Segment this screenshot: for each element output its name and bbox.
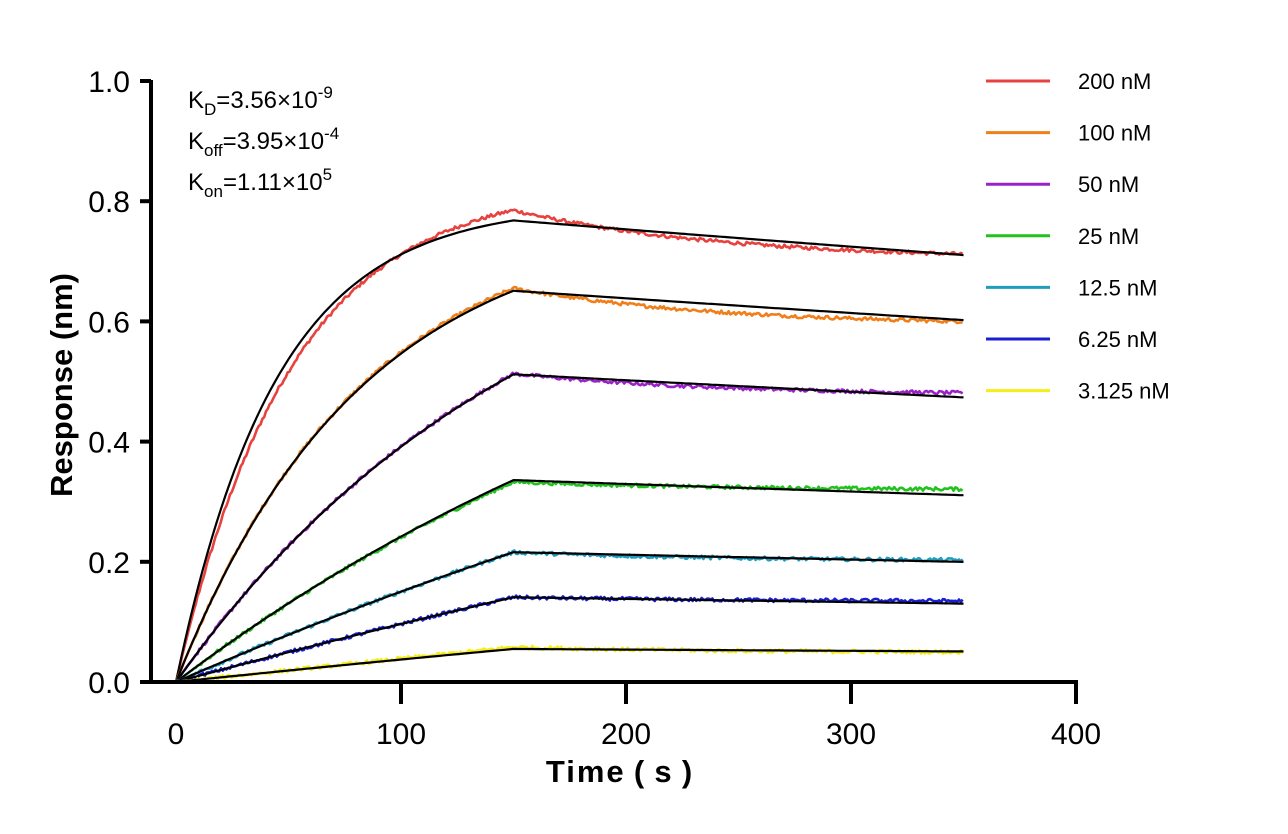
kinetics-constants: KD=3.56×10-9 Koff=3.95×10-4 Kon=1.11×105 (188, 83, 339, 201)
y-tick-label: 0.2 (88, 547, 130, 580)
x-tick-label: 300 (826, 718, 876, 751)
y-ticks: 0.0 0.2 0.4 0.6 0.8 1.0 (88, 66, 151, 700)
plot-area (176, 210, 964, 682)
x-tick-label: 0 (168, 718, 185, 751)
legend-label: 100 nM (1078, 121, 1151, 146)
legend-label: 6.25 nM (1078, 327, 1158, 352)
legend-label: 3.125 nM (1078, 379, 1170, 404)
x-axis-title: Time ( s ) (546, 754, 694, 789)
legend-label: 50 nM (1078, 172, 1139, 197)
y-tick-label: 0.0 (88, 667, 130, 700)
y-tick-label: 1.0 (88, 66, 130, 99)
fit-line-50-nM (176, 374, 964, 682)
series-trace-12-5-nM (176, 551, 963, 683)
y-tick-label: 0.8 (88, 186, 130, 219)
series-trace-6-25-nM (176, 596, 963, 682)
legend: 200 nM 100 nM 50 nM 25 nM 12.5 nM 6.25 nM 3.12… (986, 69, 1170, 404)
fit-line-3-125-nM (176, 649, 964, 682)
y-axis-title: Response (nm) (44, 273, 79, 497)
kon-text: Kon=1.11×105 (188, 165, 332, 201)
fit-line-200-nM (176, 220, 964, 682)
x-ticks: 0 100 200 300 400 (168, 682, 1101, 751)
series-trace-50-nM (176, 373, 963, 682)
legend-label: 200 nM (1078, 69, 1151, 94)
series-trace-200-nM (176, 210, 963, 682)
legend-label: 25 nM (1078, 224, 1139, 249)
y-tick-label: 0.4 (88, 427, 130, 460)
x-tick-label: 100 (376, 718, 426, 751)
koff-text: Koff=3.95×10-4 (188, 124, 339, 160)
legend-label: 12.5 nM (1078, 275, 1158, 300)
kd-text: KD=3.56×10-9 (188, 83, 333, 119)
x-tick-label: 400 (1051, 718, 1101, 751)
x-tick-label: 200 (601, 718, 651, 751)
y-tick-label: 0.6 (88, 306, 130, 339)
fit-line-12-5-nM (176, 552, 964, 682)
